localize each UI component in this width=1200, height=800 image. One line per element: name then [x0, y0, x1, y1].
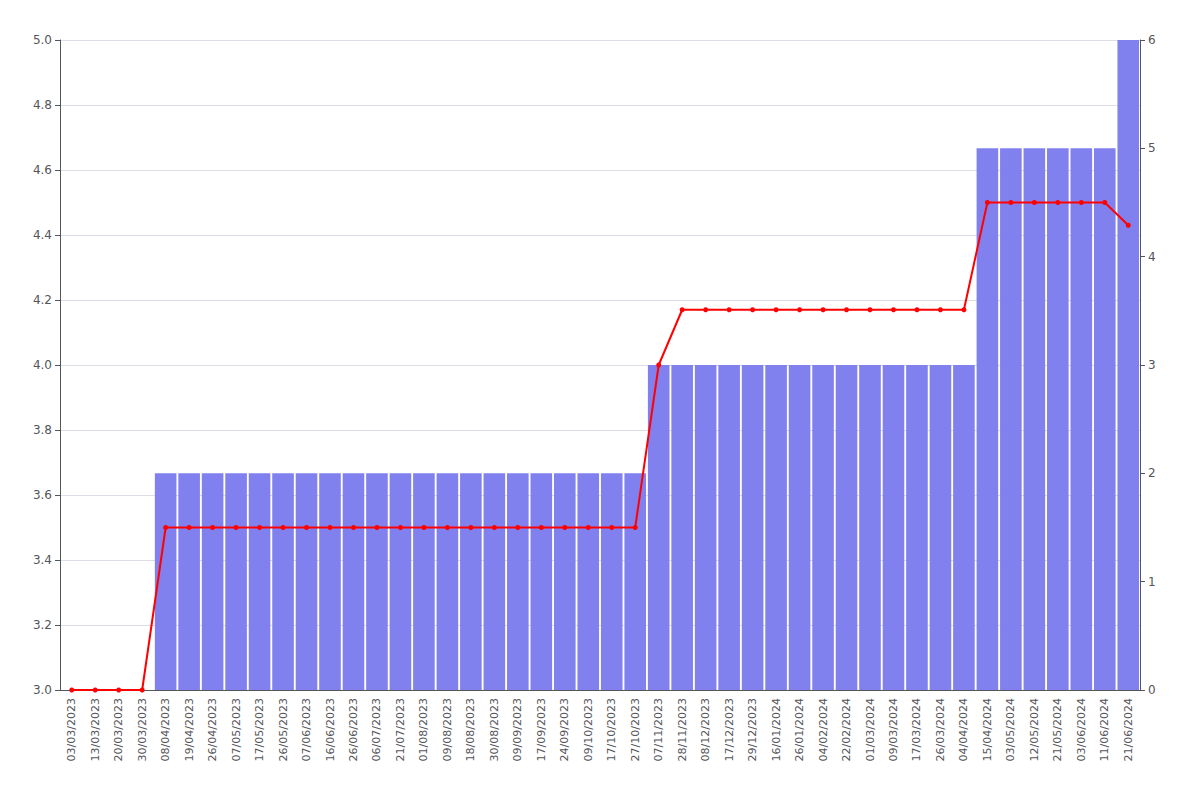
svg-text:06/07/2023: 06/07/2023: [370, 698, 383, 761]
svg-text:04/04/2024: 04/04/2024: [957, 698, 970, 761]
svg-text:12/05/2024: 12/05/2024: [1028, 698, 1041, 761]
svg-text:4.0: 4.0: [33, 358, 52, 372]
svg-text:22/02/2024: 22/02/2024: [840, 698, 853, 761]
svg-text:03/06/2024: 03/06/2024: [1075, 698, 1088, 761]
svg-text:20/03/2023: 20/03/2023: [112, 698, 125, 761]
svg-text:17/03/2024: 17/03/2024: [910, 698, 923, 761]
svg-text:17/05/2023: 17/05/2023: [253, 698, 266, 761]
svg-text:17/12/2023: 17/12/2023: [723, 698, 736, 761]
svg-text:16/01/2024: 16/01/2024: [770, 698, 783, 761]
svg-text:4.2: 4.2: [33, 293, 52, 307]
svg-text:17/10/2023: 17/10/2023: [605, 698, 618, 761]
svg-text:03/03/2023: 03/03/2023: [65, 698, 78, 761]
svg-text:3.6: 3.6: [33, 488, 52, 502]
svg-text:26/04/2023: 26/04/2023: [206, 698, 219, 761]
svg-text:30/08/2023: 30/08/2023: [488, 698, 501, 761]
svg-text:5: 5: [1148, 141, 1156, 155]
svg-text:19/04/2023: 19/04/2023: [183, 698, 196, 761]
svg-text:21/07/2023: 21/07/2023: [394, 698, 407, 761]
svg-text:07/05/2023: 07/05/2023: [230, 698, 243, 761]
svg-text:26/05/2023: 26/05/2023: [277, 698, 290, 761]
svg-text:01/08/2023: 01/08/2023: [417, 698, 430, 761]
svg-text:15/04/2024: 15/04/2024: [981, 698, 994, 761]
svg-text:27/10/2023: 27/10/2023: [629, 698, 642, 761]
svg-text:16/06/2023: 16/06/2023: [324, 698, 337, 761]
svg-text:6: 6: [1148, 33, 1156, 47]
svg-text:09/10/2023: 09/10/2023: [582, 698, 595, 761]
svg-text:26/06/2023: 26/06/2023: [347, 698, 360, 761]
svg-text:28/11/2023: 28/11/2023: [676, 698, 689, 761]
svg-text:0: 0: [1148, 683, 1156, 697]
svg-text:11/06/2024: 11/06/2024: [1098, 698, 1111, 761]
svg-text:4.4: 4.4: [33, 228, 52, 242]
svg-text:08/12/2023: 08/12/2023: [699, 698, 712, 761]
svg-text:01/03/2024: 01/03/2024: [864, 698, 877, 761]
svg-text:3.0: 3.0: [33, 683, 52, 697]
svg-text:04/02/2024: 04/02/2024: [817, 698, 830, 761]
svg-text:5.0: 5.0: [33, 33, 52, 47]
svg-text:26/01/2024: 26/01/2024: [793, 698, 806, 761]
svg-text:09/09/2023: 09/09/2023: [511, 698, 524, 761]
svg-text:21/05/2024: 21/05/2024: [1051, 698, 1064, 761]
svg-text:26/03/2024: 26/03/2024: [934, 698, 947, 761]
svg-text:08/04/2023: 08/04/2023: [159, 698, 172, 761]
svg-text:3.2: 3.2: [33, 618, 52, 632]
svg-text:21/06/2024: 21/06/2024: [1122, 698, 1135, 761]
svg-text:09/03/2024: 09/03/2024: [887, 698, 900, 761]
svg-text:13/03/2023: 13/03/2023: [89, 698, 102, 761]
svg-text:3.4: 3.4: [33, 553, 52, 567]
svg-text:17/09/2023: 17/09/2023: [535, 698, 548, 761]
svg-text:30/03/2023: 30/03/2023: [136, 698, 149, 761]
svg-text:29/12/2023: 29/12/2023: [746, 698, 759, 761]
svg-text:24/09/2023: 24/09/2023: [558, 698, 571, 761]
svg-text:2: 2: [1148, 466, 1156, 480]
svg-text:07/06/2023: 07/06/2023: [300, 698, 313, 761]
svg-text:3: 3: [1148, 358, 1156, 372]
svg-text:4: 4: [1148, 250, 1156, 264]
svg-text:07/11/2023: 07/11/2023: [652, 698, 665, 761]
svg-text:03/05/2024: 03/05/2024: [1004, 698, 1017, 761]
svg-text:4.8: 4.8: [33, 98, 52, 112]
svg-text:3.8: 3.8: [33, 423, 52, 437]
svg-text:1: 1: [1148, 575, 1156, 589]
svg-text:4.6: 4.6: [33, 163, 52, 177]
svg-text:09/08/2023: 09/08/2023: [441, 698, 454, 761]
svg-text:18/08/2023: 18/08/2023: [464, 698, 477, 761]
